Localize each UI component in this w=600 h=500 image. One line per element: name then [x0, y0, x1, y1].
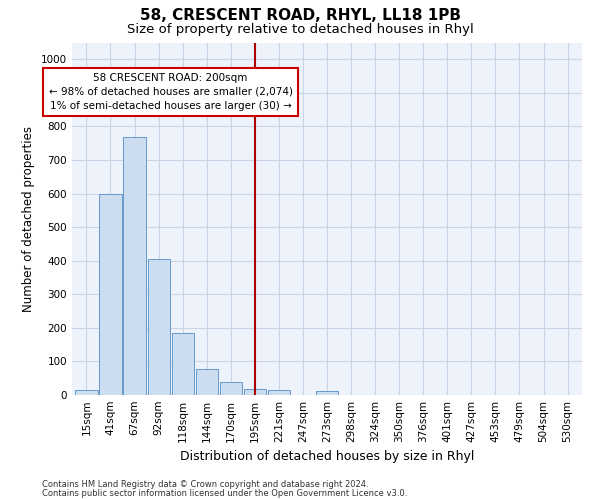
Bar — [76, 390, 98, 395]
X-axis label: Distribution of detached houses by size in Rhyl: Distribution of detached houses by size … — [180, 450, 474, 464]
Text: Contains public sector information licensed under the Open Government Licence v3: Contains public sector information licen… — [42, 488, 407, 498]
Bar — [244, 389, 266, 395]
Y-axis label: Number of detached properties: Number of detached properties — [22, 126, 35, 312]
Bar — [316, 390, 338, 395]
Bar — [268, 390, 290, 395]
Bar — [124, 136, 146, 395]
Bar — [172, 333, 194, 395]
Bar — [220, 382, 242, 395]
Bar — [148, 259, 170, 395]
Bar — [196, 369, 218, 395]
Text: Contains HM Land Registry data © Crown copyright and database right 2024.: Contains HM Land Registry data © Crown c… — [42, 480, 368, 489]
Text: Size of property relative to detached houses in Rhyl: Size of property relative to detached ho… — [127, 22, 473, 36]
Bar — [100, 194, 122, 395]
Text: 58 CRESCENT ROAD: 200sqm
← 98% of detached houses are smaller (2,074)
1% of semi: 58 CRESCENT ROAD: 200sqm ← 98% of detach… — [49, 72, 293, 110]
Text: 58, CRESCENT ROAD, RHYL, LL18 1PB: 58, CRESCENT ROAD, RHYL, LL18 1PB — [139, 8, 461, 22]
